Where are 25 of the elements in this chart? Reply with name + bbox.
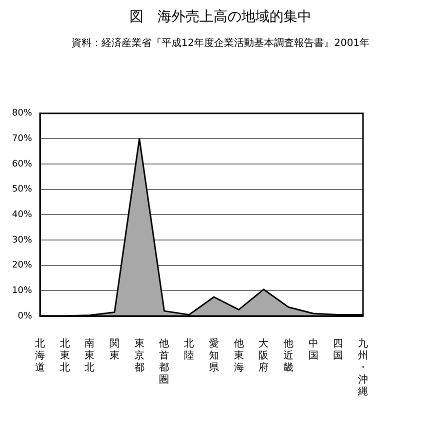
x-tick-label: 北陸 (184, 338, 194, 362)
x-tick-label: 他東海 (234, 338, 244, 374)
y-tick-label: 50% (12, 184, 32, 195)
y-tick-label: 80% (12, 108, 32, 119)
x-tick-label: 愛知県 (208, 338, 219, 374)
x-tick-label: 北海道 (35, 338, 46, 374)
x-tick-label: 東京都 (134, 338, 144, 374)
y-tick-label: 20% (12, 260, 32, 271)
x-tick-label: 他近畿 (283, 338, 294, 374)
y-tick-label: 40% (12, 210, 32, 220)
x-tick-label: 関東 (110, 338, 120, 362)
y-tick-label: 60% (12, 159, 32, 170)
x-tick-label: 他首都圏 (159, 338, 170, 386)
y-tick-label: 10% (12, 286, 32, 296)
chart-title: 図 海外売上高の地域的集中 (128, 8, 312, 26)
x-tick-label: 九州・沖縄 (357, 338, 368, 398)
y-tick-label: 70% (12, 134, 32, 144)
x-tick-label: 中国 (308, 338, 318, 362)
x-tick-label: 大阪府 (258, 338, 269, 374)
x-tick-label: 北東北 (60, 338, 70, 374)
chart-subtitle: 資料：経済産業省『平成12年度企業活動基本調査報告書』2001年 (70, 36, 371, 50)
x-tick-label: 四国 (333, 338, 344, 362)
x-tick-label: 南東北 (84, 338, 95, 374)
y-tick-label: 0% (18, 311, 32, 322)
y-tick-label: 30% (12, 235, 32, 246)
